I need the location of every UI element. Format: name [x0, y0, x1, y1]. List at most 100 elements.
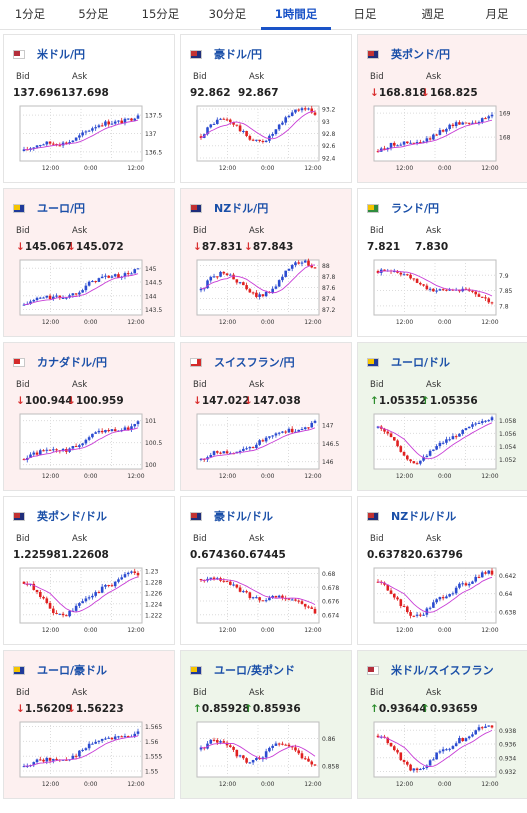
candle	[235, 279, 239, 283]
candle	[261, 600, 265, 602]
candle	[117, 274, 120, 278]
rate-card[interactable]: 豪ドル/ドル Bid Ask 0.67436 0.67445 0.68 0.678 0.676…	[180, 496, 352, 645]
pair-header[interactable]: 英ポンド/円	[367, 47, 450, 61]
candle	[225, 451, 229, 454]
tab-月足[interactable]: 月足	[485, 7, 509, 21]
candle	[65, 759, 68, 761]
pair-header[interactable]: ユーロ/英ポンド	[190, 663, 295, 677]
pair-header[interactable]: 豪ドル/円	[190, 47, 262, 61]
candle	[458, 433, 461, 437]
tab-週足[interactable]: 週足	[421, 7, 445, 21]
pair-name[interactable]: ユーロ/豪ドル	[37, 664, 108, 677]
x-tick-label: 0:00	[261, 473, 275, 480]
rate-card[interactable]: ランド/円 Bid Ask 7.821 7.830 7.9 7.85 7.8 12:00 0:00…	[357, 188, 527, 337]
pair-name[interactable]: ユーロ/英ポンド	[214, 664, 296, 677]
rate-card[interactable]: 英ポンド/円 Bid Ask ↓168.818 ↓168.825 169 168 12:00 0…	[357, 34, 527, 183]
moving-average-line	[200, 742, 316, 760]
candlestick-chart[interactable]: 0.86 0.858 12:00 0:00 12:00	[185, 718, 348, 796]
pair-header[interactable]: NZドル/ドル	[367, 509, 456, 523]
rate-card[interactable]: 米ドル/スイスフラン Bid Ask ↑0.93644 ↑0.93659 0.938 0.9…	[357, 650, 527, 799]
ask-value: ↓100.959	[67, 395, 124, 407]
candle	[25, 765, 29, 767]
pair-header[interactable]: カナダドル/円	[13, 355, 107, 369]
x-tick-label: 0:00	[261, 165, 275, 172]
pair-header[interactable]: ランド/円	[367, 201, 439, 215]
pair-name[interactable]: 米ドル/スイスフラン	[391, 664, 494, 677]
candlestick-chart[interactable]: 7.9 7.85 7.8 12:00 0:00 12:00	[362, 256, 525, 334]
pair-header[interactable]: ユーロ/豪ドル	[13, 663, 107, 677]
candle	[258, 440, 261, 445]
x-tick-label: 12:00	[396, 781, 413, 788]
pair-name[interactable]: ランド/円	[391, 202, 440, 215]
pair-header[interactable]: 米ドル/円	[13, 47, 85, 61]
candlestick-chart[interactable]: 137.5 137 136.5 12:00 0:00 12:00	[8, 102, 171, 180]
rate-card[interactable]: NZドル/ドル Bid Ask 0.63782 0.63796 0.642 0.64 0.63…	[357, 496, 527, 645]
pair-name[interactable]: 豪ドル/ドル	[214, 510, 274, 523]
candle	[454, 587, 458, 594]
candlestick-chart[interactable]: 0.68 0.678 0.676 0.674 12:00 0:00 12:00	[185, 564, 348, 642]
pair-name[interactable]: ユーロ/円	[37, 202, 86, 215]
candlestick-chart[interactable]: 1.23 1.228 1.226 1.224 1.222 12:00 0:00 12:00	[8, 564, 171, 642]
candle	[399, 599, 403, 606]
rate-card[interactable]: ユーロ/ドル Bid Ask ↑1.05352 ↑1.05356 1.058 1.056 1.…	[357, 342, 527, 491]
candle	[87, 743, 91, 749]
pair-header[interactable]: スイスフラン/円	[190, 355, 295, 369]
candle	[294, 599, 297, 601]
candle	[277, 124, 281, 130]
pair-name[interactable]: ユーロ/ドル	[391, 356, 451, 369]
candle	[84, 285, 88, 291]
candle	[435, 599, 438, 603]
pair-name[interactable]: NZドル/ドル	[391, 510, 457, 523]
pair-header[interactable]: NZドル/円	[190, 201, 268, 215]
pair-name[interactable]: NZドル/円	[214, 202, 269, 215]
candle	[123, 736, 127, 738]
tab-5分足[interactable]: 5分足	[78, 7, 109, 21]
tab-15分足[interactable]: 15分足	[141, 7, 180, 21]
up-arrow-icon: ↑	[370, 703, 379, 715]
candle	[206, 127, 209, 135]
tab-日足[interactable]: 日足	[353, 7, 377, 21]
pair-header[interactable]: 米ドル/スイスフラン	[367, 663, 494, 677]
tab-30分足[interactable]: 30分足	[208, 7, 247, 21]
candlestick-chart[interactable]: 0.642 0.64 0.638 12:00 0:00 12:00	[362, 564, 525, 642]
ask-value: ↓145.072	[67, 241, 124, 253]
candle	[313, 608, 317, 614]
pair-header[interactable]: 英ポンド/ドル	[13, 509, 107, 523]
ask-label: Ask	[426, 534, 442, 544]
candle	[419, 460, 422, 464]
pair-header[interactable]: ユーロ/円	[13, 201, 85, 215]
rate-card[interactable]: ユーロ/円 Bid Ask ↓145.067 ↓145.072 145 144.5 144 14…	[3, 188, 175, 337]
down-arrow-icon: ↓	[370, 87, 379, 99]
rate-card[interactable]: ユーロ/英ポンド Bid Ask ↑0.85928 ↑0.85936 0.86 0.858 1…	[180, 650, 352, 799]
pair-header[interactable]: ユーロ/ドル	[367, 355, 450, 369]
rate-card[interactable]: 豪ドル/円 Bid Ask 92.862 92.867 93.2 93 92.8 92.6 92.…	[180, 34, 352, 183]
y-tick-label: 100	[145, 462, 157, 469]
rate-card[interactable]: ユーロ/豪ドル Bid Ask ↓1.56209 ↓1.56223 1.565 1.56 1.…	[3, 650, 175, 799]
pair-name[interactable]: カナダドル/円	[37, 356, 108, 369]
pair-name[interactable]: 英ポンド/円	[391, 48, 451, 61]
pair-name[interactable]: 豪ドル/円	[214, 48, 263, 61]
candlestick-chart[interactable]: 1.058 1.056 1.054 1.052 12:00 0:00 12:00	[362, 410, 525, 488]
y-tick-label: 1.555	[145, 754, 162, 761]
tab-1分足[interactable]: 1分足	[14, 7, 46, 21]
rate-card[interactable]: 英ポンド/ドル Bid Ask 1.22598 1.22608 1.23 1.228 1.22…	[3, 496, 175, 645]
tab-1時間足[interactable]: 1時間足	[261, 0, 331, 30]
candlestick-chart[interactable]: 169 168 12:00 0:00 12:00	[362, 102, 525, 180]
rate-card[interactable]: スイスフラン/円 Bid Ask ↓147.022 ↓147.038 147 146.5 14…	[180, 342, 352, 491]
pair-name[interactable]: 英ポンド/ドル	[37, 510, 108, 523]
candle	[107, 429, 110, 432]
rate-card[interactable]: カナダドル/円 Bid Ask ↓100.944 ↓100.959 101 100.5 100…	[3, 342, 175, 491]
pair-name[interactable]: スイスフラン/円	[214, 356, 295, 369]
pair-header[interactable]: 豪ドル/ドル	[190, 509, 273, 523]
rate-card[interactable]: 米ドル/円 Bid Ask 137.696 137.698 137.5 137 136.5 12…	[3, 34, 175, 183]
pair-name[interactable]: 米ドル/円	[37, 48, 86, 61]
rate-card[interactable]: NZドル/円 Bid Ask ↓87.831 ↓87.843 88 87.8 87.6 87.4…	[180, 188, 352, 337]
candle	[271, 288, 274, 293]
